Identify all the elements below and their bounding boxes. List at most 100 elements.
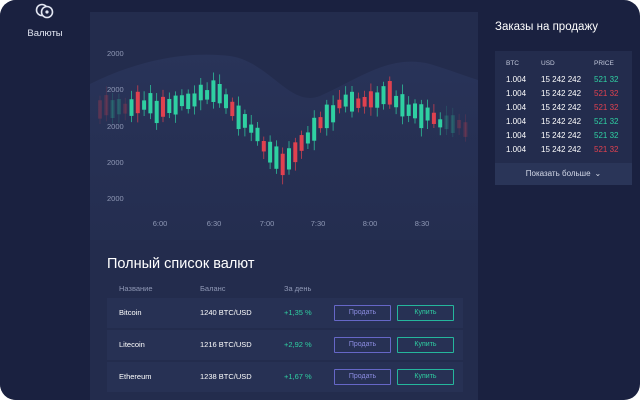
- order-price: 521 32: [594, 145, 619, 154]
- candle-body: [463, 122, 468, 137]
- candle-body: [457, 119, 462, 129]
- candle-body: [142, 100, 147, 110]
- candle-body: [337, 99, 342, 109]
- sell-button[interactable]: Продать: [334, 305, 391, 321]
- currency-name: Litecoin: [119, 340, 145, 349]
- candle-body: [217, 83, 222, 104]
- y-axis-label: 2000: [107, 194, 124, 203]
- x-axis-label: 8:30: [415, 219, 430, 228]
- candle-body: [274, 146, 279, 169]
- currency-balance: 1240 BTC/USD: [200, 308, 252, 317]
- currency-change: +1,67 %: [284, 372, 312, 381]
- candle-body: [381, 86, 386, 105]
- candle-body: [343, 94, 348, 107]
- currency-row: Litecoin 1216 BTC/USD +2,92 % Продать Ку…: [107, 330, 463, 360]
- x-axis-label: 6:30: [207, 219, 222, 228]
- sidebar: Валюты: [0, 0, 90, 400]
- candle-body: [425, 107, 430, 121]
- order-usd: 15 242 242: [541, 131, 582, 140]
- x-axis-label: 6:00: [153, 219, 168, 228]
- candle-body: [198, 84, 203, 101]
- orders-title: Заказы на продажу: [495, 21, 599, 33]
- candle-body: [192, 93, 197, 107]
- y-axis-label: 2000: [107, 49, 124, 58]
- candle-body: [224, 94, 228, 109]
- buy-button[interactable]: Купить: [397, 305, 454, 321]
- order-btc: 1.004: [506, 75, 527, 84]
- candle-body: [312, 117, 317, 141]
- candle-body: [148, 93, 153, 114]
- candle-body: [450, 115, 455, 134]
- order-row: 1.004 15 242 242 521 32: [495, 129, 632, 143]
- candle-body: [161, 96, 165, 117]
- y-axis-label: 2000: [107, 158, 124, 167]
- candle-body: [255, 127, 260, 142]
- candle-body: [110, 100, 115, 119]
- order-btc: 1.004: [506, 103, 527, 112]
- orders-panel: BTC USD PRICE 1.004 15 242 242 521 32 1.…: [495, 51, 632, 185]
- sell-button[interactable]: Продать: [334, 337, 391, 353]
- column-header-balance: Баланс: [200, 284, 226, 293]
- order-row: 1.004 15 242 242 521 32: [495, 73, 632, 87]
- candle-body: [135, 91, 140, 114]
- candle-body: [173, 95, 178, 115]
- candlestick-chart: 2000 2000 2000 2000 2000 6:00 6:30 7:00 7:30 8:0…: [90, 49, 478, 240]
- candle-body: [406, 104, 411, 116]
- main-panel: 2000 2000 2000 2000 2000 6:00 6:30 7:00 7:30 8:0…: [90, 12, 478, 400]
- candle-body: [350, 91, 354, 112]
- order-row: 1.004 15 242 242 521 32: [495, 115, 632, 129]
- y-axis-label: 2000: [107, 122, 124, 131]
- order-usd: 15 242 242: [541, 117, 582, 126]
- candle-body: [205, 90, 210, 100]
- x-axis-label: 7:00: [260, 219, 275, 228]
- candle-body: [293, 142, 298, 163]
- order-price: 521 32: [594, 75, 619, 84]
- candle-body: [104, 95, 109, 116]
- candle-body: [356, 98, 361, 108]
- order-row: 1.004 15 242 242 521 32: [495, 101, 632, 115]
- x-axis-label: 8:00: [363, 219, 378, 228]
- chart-background-band: [90, 54, 478, 240]
- buy-button[interactable]: Купить: [397, 337, 454, 353]
- order-btc: 1.004: [506, 89, 527, 98]
- candle-body: [413, 103, 417, 119]
- x-axis-label: 7:30: [311, 219, 326, 228]
- candle-body: [249, 124, 254, 133]
- sell-button[interactable]: Продать: [334, 369, 391, 385]
- order-btc: 1.004: [506, 145, 527, 154]
- sidebar-item-label: Валюты: [27, 28, 63, 39]
- order-usd: 15 242 242: [541, 103, 582, 112]
- order-row: 1.004 15 242 242 521 32: [495, 143, 632, 157]
- order-price: 521 32: [594, 89, 619, 98]
- candle-body: [444, 115, 449, 130]
- candle-body: [242, 114, 247, 128]
- orders-header-usd: USD: [541, 60, 555, 67]
- candle-body: [362, 96, 367, 107]
- candle-body: [331, 105, 336, 123]
- order-usd: 15 242 242: [541, 75, 582, 84]
- order-price: 521 32: [594, 131, 619, 140]
- candle-body: [438, 119, 443, 128]
- order-btc: 1.004: [506, 131, 527, 140]
- candle-body: [287, 148, 291, 170]
- candle-body: [129, 99, 134, 116]
- candle-body: [123, 103, 128, 114]
- show-more-button[interactable]: Показать больше ⌄: [495, 163, 632, 185]
- candle-body: [230, 101, 235, 117]
- candle-body: [116, 99, 121, 115]
- currency-balance: 1238 BTC/USD: [200, 372, 252, 381]
- order-usd: 15 242 242: [541, 89, 582, 98]
- currency-name: Ethereum: [119, 372, 152, 381]
- candle-body: [394, 95, 399, 108]
- orders-header-price: PRICE: [594, 60, 614, 67]
- sidebar-item-currencies[interactable]: Валюты: [0, 0, 90, 44]
- order-row: 1.004 15 242 242 521 32: [495, 87, 632, 101]
- buy-button[interactable]: Купить: [397, 369, 454, 385]
- candle-body: [299, 135, 304, 151]
- y-axis-label: 2000: [107, 85, 124, 94]
- candle-body: [261, 141, 266, 152]
- order-price: 521 32: [594, 117, 619, 126]
- order-usd: 15 242 242: [541, 145, 582, 154]
- candle-body: [186, 93, 191, 110]
